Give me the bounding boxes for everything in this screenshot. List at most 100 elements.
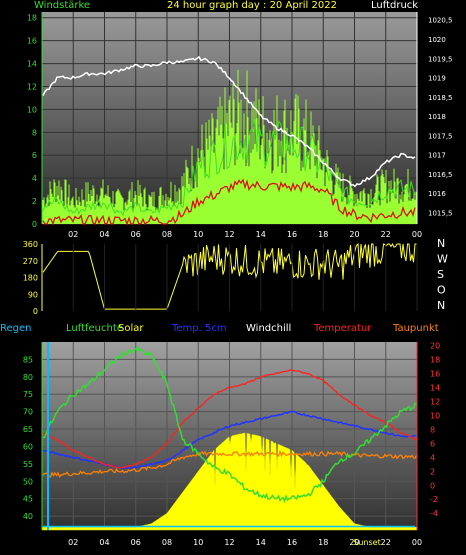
tick-label-left: 75 [23, 390, 33, 399]
tick-label-left: 80 [23, 373, 33, 382]
series-line-temperatur [42, 369, 417, 469]
legend-item: Windchill [246, 323, 291, 334]
tick-label-right: 1017 [428, 152, 446, 160]
tick-label-direction: 0 [33, 307, 38, 316]
tick-label-x: 04 [99, 230, 109, 239]
tick-label-right: 6 [430, 439, 435, 448]
tick-label-x: 08 [162, 230, 172, 239]
legend-item: Luftfeuchte [66, 323, 123, 334]
tick-label-x: 22 [381, 538, 391, 547]
tick-label-right: 20 [430, 341, 440, 350]
tick-label-left: 0 [32, 220, 37, 229]
tick-label-right: 1018 [428, 113, 446, 121]
compass-label: S [437, 268, 444, 281]
tick-label-x: 16 [287, 538, 297, 547]
tick-label-right: 1017,5 [428, 132, 453, 140]
tick-label-left: 14 [27, 60, 37, 69]
tick-label-right: 18 [430, 355, 440, 364]
tick-label-left: 65 [23, 425, 33, 434]
tick-label-x: 06 [131, 538, 141, 547]
series-line-pressure [42, 55, 416, 188]
tick-label-x: 04 [99, 538, 109, 547]
tick-label-x: 12 [224, 538, 234, 547]
tick-label-left: 6 [32, 151, 37, 160]
tick-label-right: 4 [430, 453, 435, 462]
tick-label-right: 1019,5 [428, 55, 453, 63]
tick-label-x: 08 [162, 538, 172, 547]
legend-item: Taupunkt [392, 323, 439, 334]
tick-label-left: 70 [23, 408, 33, 417]
tick-label-left: 40 [23, 512, 33, 521]
tick-label-x: 00 [412, 230, 422, 239]
panel-wind-marks [42, 55, 417, 226]
tick-label-right: 1019 [428, 75, 446, 83]
tick-label-right: 1016,5 [428, 171, 453, 179]
compass-label: O [437, 284, 446, 297]
tick-label-x: 20 [349, 538, 359, 547]
tick-label-x: 00 [412, 538, 422, 547]
tick-label-x: 18 [318, 538, 328, 547]
tick-label-right: 8 [430, 425, 435, 434]
panel-temperature-axes: 40455055606570758085-4-20246810121416182… [23, 341, 440, 547]
panel-temperature-marks [41, 345, 418, 531]
tick-label-left: 4 [32, 174, 37, 183]
tick-label-x: 02 [68, 230, 78, 239]
tick-label-x: 16 [287, 230, 297, 239]
tick-label-right: 0 [430, 481, 435, 490]
legend-item: Temperatur [313, 323, 372, 334]
tick-label-left: 2 [32, 197, 37, 206]
tick-label-direction: 90 [28, 290, 38, 299]
tick-label-right: 1016 [428, 190, 446, 198]
tick-label-left: 12 [27, 82, 37, 91]
tick-label-left: 85 [23, 355, 33, 364]
tick-label-x: 10 [193, 538, 203, 547]
tick-label-direction: 180 [23, 274, 38, 283]
legend-item: Solar [118, 323, 144, 334]
tick-label-x: 18 [318, 230, 328, 239]
compass-label: N [437, 299, 445, 312]
tick-label-right: -4 [430, 509, 438, 518]
tick-label-right: 2 [430, 467, 435, 476]
tick-label-x: 10 [193, 230, 203, 239]
tick-label-right: 1020,5 [428, 17, 453, 25]
compass-label: N [437, 237, 445, 250]
tick-label-x: 20 [349, 230, 359, 239]
tick-label-left: 18 [27, 14, 37, 23]
tick-label-x: 02 [68, 538, 78, 547]
tick-label-left: 55 [23, 460, 33, 469]
compass-label: W [437, 253, 448, 266]
right-axis-title: Luftdruck [371, 0, 418, 11]
tick-label-right: 12 [430, 397, 440, 406]
tick-label-left: 16 [27, 37, 37, 46]
tick-label-right: 1020 [428, 36, 446, 44]
tick-label-right: -2 [430, 495, 438, 504]
tick-label-direction: 270 [23, 257, 38, 266]
series-line-wind [42, 119, 416, 217]
tick-label-right: 14 [430, 383, 440, 392]
left-axis-title: Windstärke [34, 0, 90, 11]
tick-label-x: 06 [131, 230, 141, 239]
tick-label-x: 14 [256, 230, 266, 239]
series-line-luftfeuchte [42, 345, 418, 504]
chart-title: 24 hour graph day : 20 April 2022 [167, 0, 337, 11]
series-line-mean-wind [42, 178, 416, 226]
tick-label-x: 14 [256, 538, 266, 547]
tick-label-left: 60 [23, 442, 33, 451]
tick-label-left: 50 [23, 477, 33, 486]
legend-item: Regen [0, 323, 32, 334]
tick-label-right: 16 [430, 369, 440, 378]
tick-label-left: 8 [32, 128, 37, 137]
tick-label-right: 1015,5 [428, 209, 453, 217]
legend-item: Temp. 5cm [171, 323, 227, 334]
tick-label-right: 1018,5 [428, 94, 453, 102]
tick-label-x: 12 [224, 230, 234, 239]
tick-label-left: 10 [27, 105, 37, 114]
tick-label-direction: 360 [23, 240, 38, 249]
tick-label-right: 10 [430, 411, 440, 420]
tick-label-x: Sunset [353, 538, 380, 547]
tick-label-left: 45 [23, 495, 33, 504]
